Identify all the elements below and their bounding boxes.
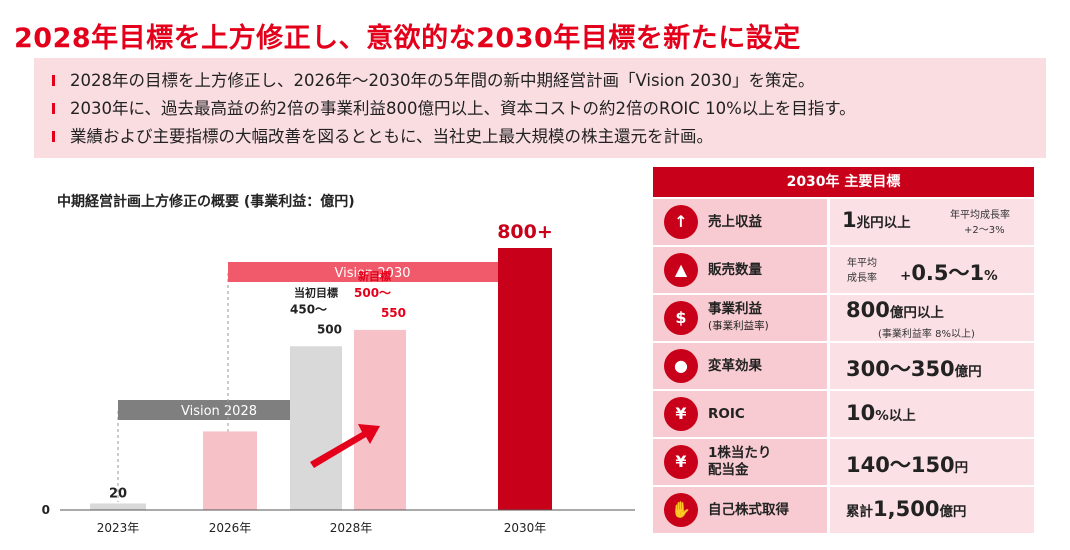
data-label: 500～ [354, 286, 391, 300]
dividend-icon: ¥ [664, 445, 698, 479]
target-label: 販売数量 [708, 261, 762, 278]
chart-bar [203, 431, 257, 510]
chart-title: 中期経営計画上方修正の概要 (事業利益：億円) [57, 194, 355, 210]
target-note: +2～3% [964, 225, 1005, 236]
target-label: 売上収益 [708, 213, 762, 230]
target-sublabel: (事業利益率) [708, 320, 769, 332]
x-tick-label: 2030年 [504, 521, 547, 535]
summary-bullet: 2028年の目標を上方修正し、2026年～2030年の5年間の新中期経営計画「V… [50, 67, 1046, 95]
target-row-profit: $ 事業利益 (事業利益率) 800億円以上 (事業利益率 8%以上) [653, 295, 1034, 341]
zero-label: 0 [42, 503, 50, 517]
target-value: +0.5～1% [900, 261, 998, 285]
chart-bar [498, 248, 552, 510]
chart-bar [90, 503, 146, 510]
targets-panel: 2030年 主要目標 ↑ 売上収益 1兆円以上 年平均成長率 +2～3% ▲ 販… [653, 167, 1034, 533]
yen-cycle-icon: ¥ [664, 397, 698, 431]
target-note: 年平均成長率 [950, 210, 1010, 221]
data-label: 500 [317, 322, 342, 336]
targets-panel-header: 2030年 主要目標 [653, 167, 1034, 197]
target-label: 自己株式取得 [708, 501, 789, 518]
profit-bar-chart: Vision 2028 Vision 2030 20 当初目標 450～ 500 新目標 50… [42, 221, 635, 535]
summary-bullet: 2030年に、過去最高益の約2倍の事業利益800億円以上、資本コストの約2倍のR… [50, 95, 1046, 123]
timeline-arrow-label: Vision 2030 [334, 266, 410, 281]
data-label: 800+ [497, 221, 553, 243]
increase-arrow-icon [310, 424, 380, 468]
target-row-buyback: ✋ 自己株式取得 累計1,500億円 [653, 487, 1034, 533]
target-value: 10%以上 [846, 401, 916, 425]
revenue-icon: ↑ [664, 205, 698, 239]
target-value: 800億円以上 [846, 298, 944, 322]
target-row-dividend: ¥ 1株当たり 配当金 140～150円 [653, 439, 1034, 485]
target-label: 配当金 [708, 462, 749, 478]
profit-icon: $ [664, 301, 698, 335]
timeline-arrow [228, 262, 529, 282]
target-row-volume: ▲ 販売数量 年平均 成長率 +0.5～1% [653, 247, 1034, 293]
target-value: 300～350億円 [846, 357, 982, 381]
target-row-roic: ¥ ROIC 10%以上 [653, 391, 1034, 437]
data-label: 新目標 [358, 269, 391, 283]
data-label: 550 [381, 306, 406, 320]
chart-bar [354, 329, 406, 510]
target-note: 年平均 [847, 258, 877, 269]
piggy-bank-icon: ● [664, 349, 698, 383]
chart-bar [290, 346, 342, 510]
summary-box: 2028年の目標を上方修正し、2026年～2030年の5年間の新中期経営計画「V… [34, 58, 1046, 158]
target-label: 1株当たり [708, 445, 772, 461]
data-label: 20 [109, 486, 127, 501]
buyback-icon: ✋ [664, 493, 698, 527]
x-tick-label: 2023年 [97, 521, 140, 535]
target-value: 140～150円 [846, 453, 969, 477]
x-tick-label: 2026年 [209, 521, 252, 535]
target-label: 変革効果 [708, 357, 762, 374]
timeline-arrow-label: Vision 2028 [181, 404, 257, 419]
timeline-arrow [118, 400, 332, 420]
volume-chart-icon: ▲ [664, 253, 698, 287]
target-label: 事業利益 [708, 301, 762, 317]
target-value: 累計1,500億円 [846, 497, 967, 521]
target-row-revenue: ↑ 売上収益 1兆円以上 年平均成長率 +2～3% [653, 199, 1034, 245]
target-note: (事業利益率 8%以上) [878, 329, 975, 340]
data-label: 450～ [290, 302, 327, 316]
x-tick-label: 2028年 [330, 521, 373, 535]
data-label: 当初目標 [294, 285, 338, 299]
target-label: ROIC [708, 405, 745, 422]
target-row-transformation: ● 変革効果 300～350億円 [653, 343, 1034, 389]
target-value: 1兆円以上 [842, 208, 911, 232]
target-note: 成長率 [847, 273, 877, 284]
summary-bullet: 業績および主要指標の大幅改善を図るとともに、当社史上最大規模の株主還元を計画。 [50, 123, 1046, 151]
page-title: 2028年目標を上方修正し、意欲的な2030年目標を新たに設定 [14, 23, 801, 54]
